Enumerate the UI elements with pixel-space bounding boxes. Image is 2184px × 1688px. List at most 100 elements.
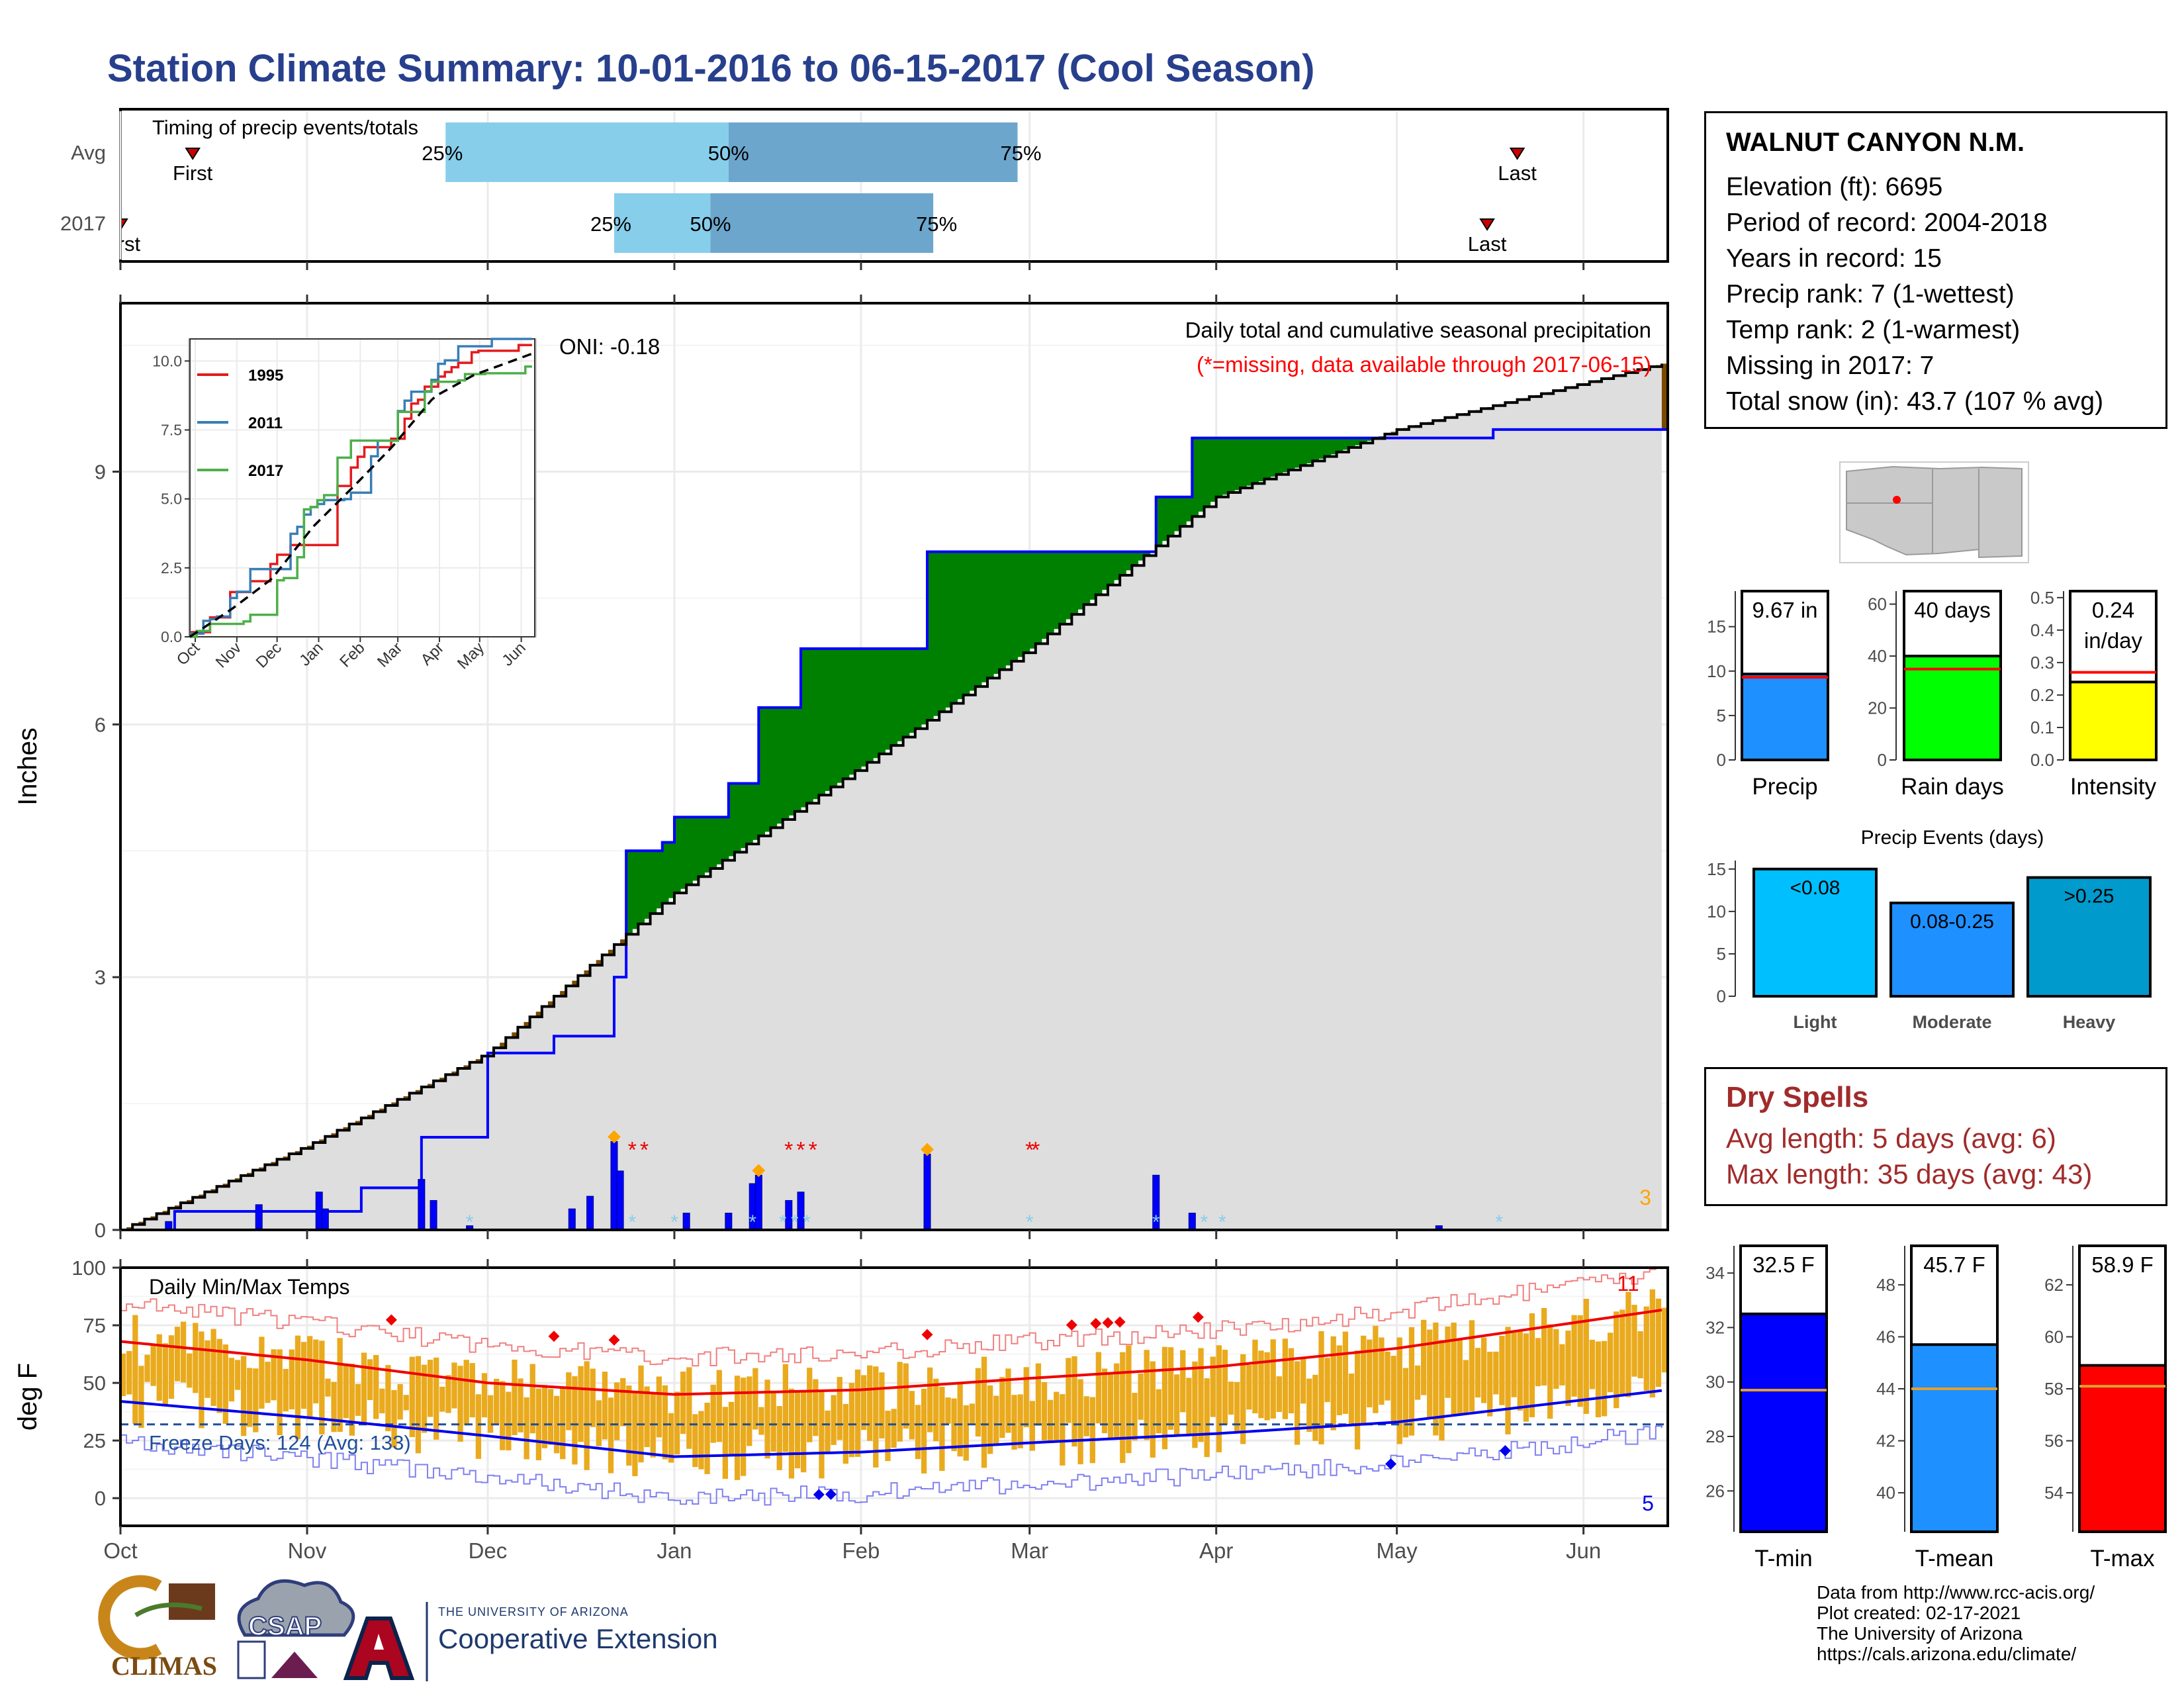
precip-departure-bar: [692, 817, 699, 881]
avg-min-line: [120, 1389, 1662, 1458]
precip-departure-bar: [710, 817, 717, 868]
daily-precip-bar: [430, 1199, 437, 1231]
record-low-marker: [1499, 1444, 1511, 1456]
mini-ytick-label: 0.2: [2030, 685, 2054, 705]
precip-departure-bar: [1312, 438, 1319, 461]
daily-temp-bar: [132, 1315, 138, 1425]
mini-bar-value-label: 9.67 in: [1752, 598, 1817, 622]
inset-ytick-label: 7.5: [161, 422, 182, 439]
daily-temp-bar: [487, 1395, 494, 1433]
daily-temp-bar: [668, 1413, 674, 1463]
daily-temp-bar: [1276, 1376, 1282, 1412]
daily-temp-bar: [1054, 1391, 1060, 1442]
precip-departure-bar: [632, 851, 639, 929]
daily-temp-bar: [782, 1364, 788, 1452]
precip-departure-bar: [1367, 438, 1373, 441]
daily-temp-bar: [1402, 1368, 1409, 1438]
events-bar-text: >0.25: [2064, 886, 2115, 908]
inset-line-2017: [190, 365, 532, 638]
precip-departure-bar: [842, 648, 850, 779]
precip-departure-bar: [927, 551, 934, 720]
daily-temp-bar: [957, 1383, 963, 1457]
precip-departure-bar: [891, 648, 898, 746]
inset-ytick-label: 0.0: [161, 628, 182, 645]
mini-bar-value: [1903, 655, 2002, 761]
precip-departure-bar: [758, 707, 766, 836]
daily-temp-bar: [1595, 1341, 1602, 1418]
mini-ytick-label: 42: [1876, 1431, 1895, 1451]
daily-temp-bar: [325, 1378, 331, 1397]
temp-ytick-label: 75: [83, 1314, 106, 1337]
precip-departure-bar: [854, 648, 862, 771]
precip-departure-bar: [1192, 438, 1199, 517]
daily-temp-bar: [385, 1365, 391, 1432]
daily-temp-bar: [1451, 1323, 1457, 1416]
daily-temp-bar: [752, 1368, 758, 1430]
precip-departure-bar: [1089, 551, 1097, 600]
daily-temp-bar: [819, 1389, 825, 1479]
daily-temp-bar: [1198, 1348, 1204, 1442]
daily-temp-bar: [891, 1409, 897, 1448]
daily-temp-bar: [1228, 1382, 1234, 1415]
mini-ytick-label: 44: [1876, 1379, 1895, 1399]
logos: CLIMAS CSAP: [98, 1575, 428, 1681]
daily-temp-bar: [1487, 1352, 1493, 1417]
daily-temp-bar: [1463, 1360, 1469, 1415]
daily-temp-bar: [144, 1354, 150, 1382]
daily-temp-bar: [1408, 1327, 1415, 1436]
daily-temp-bar: [626, 1385, 632, 1466]
precip-departure-bar: [981, 551, 988, 682]
daily-temp-bar: [885, 1411, 891, 1462]
mini-bar-value-label: in/day: [2084, 628, 2143, 653]
snow-marker: *: [1026, 1211, 1034, 1233]
temp-ytick-label: 25: [83, 1429, 106, 1452]
daily-temp-bar: [1421, 1319, 1427, 1395]
daily-temp-bar: [933, 1378, 939, 1442]
precip-departure-bar: [1035, 551, 1042, 644]
daily-temp-bar: [222, 1344, 228, 1424]
mini-ytick-label: 60: [1868, 594, 1887, 614]
month-label: Dec: [469, 1538, 508, 1563]
temp-frame: [119, 1266, 1669, 1527]
snow-marker: *: [779, 1211, 787, 1233]
precip-departure-bar: [1011, 551, 1019, 661]
timing-label-75: 75%: [1000, 142, 1041, 165]
daily-temp-bar: [337, 1338, 343, 1432]
timing-label-50: 50%: [708, 142, 749, 165]
daily-temp-bar: [355, 1383, 361, 1416]
timing-panel: 25% 50% 75% First Last 25% 50% 75% First Last Tim…: [60, 108, 1669, 270]
daily-temp-bar: [307, 1336, 313, 1418]
precip-departure-bar: [1240, 438, 1247, 489]
inset-legend-label: 2017: [248, 462, 283, 480]
daily-temp-bar: [506, 1391, 512, 1451]
daily-temp-bar: [638, 1365, 644, 1463]
daily-temp-bar: [788, 1388, 795, 1479]
summary-temp-charts: 26 28 30 32 34 32.5 F T-min 40 42 44 46 48 45.7 F T-m…: [1706, 1244, 2167, 1571]
precip-departure-bar: [644, 851, 651, 919]
station-location-marker: [1893, 496, 1901, 504]
precip-departure-bar: [794, 707, 801, 812]
daily-temp-bar: [1120, 1352, 1126, 1464]
dry-spells-box: Dry Spells Avg length: 5 days (avg: 6) M…: [1704, 1067, 2167, 1206]
precip-departure-bar: [1161, 496, 1169, 541]
daily-temp-bar: [1523, 1333, 1529, 1422]
daily-temp-bar: [578, 1366, 584, 1442]
station-temp-rank: Temp rank: 2 (1-warmest): [1726, 316, 2021, 344]
daily-temp-bar: [566, 1372, 572, 1430]
daily-temp-bar: [283, 1368, 289, 1411]
precip-departure-bar: [788, 707, 796, 816]
station-years: Years in record: 15: [1726, 244, 1942, 273]
precip-departure-bar: [1180, 496, 1187, 527]
precip-departure-bar: [1264, 438, 1271, 479]
daily-temp-bar: [747, 1376, 752, 1446]
daily-temp-bar: [770, 1392, 776, 1452]
summary-precip-charts: 0 5 10 15 9.67 in Precip 0 20 40 60 40 days Rain da…: [1707, 588, 2158, 800]
daily-temp-bar: [1354, 1350, 1361, 1450]
daily-temp-bar: [1246, 1364, 1252, 1410]
daily-temp-bar: [1161, 1346, 1168, 1450]
mini-bar-value: [1910, 1343, 1999, 1533]
month-label: Nov: [288, 1538, 327, 1563]
heavy-event-marker: [921, 1143, 934, 1156]
daily-temp-bar: [632, 1392, 638, 1477]
